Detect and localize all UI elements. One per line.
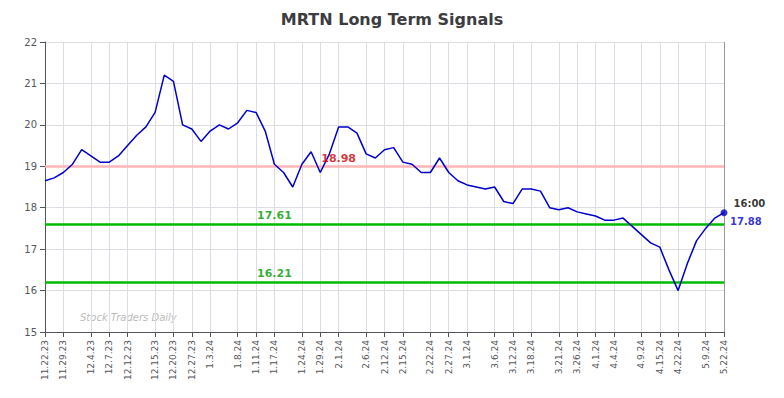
svg-text:4.4.24: 4.4.24 xyxy=(609,340,619,369)
svg-text:1.8.24: 1.8.24 xyxy=(233,340,243,369)
svg-text:22: 22 xyxy=(24,37,37,48)
svg-text:5.22.24: 5.22.24 xyxy=(719,340,729,375)
svg-text:16:00: 16:00 xyxy=(734,198,766,209)
svg-text:3.6.24: 3.6.24 xyxy=(490,340,500,369)
svg-text:4.22.24: 4.22.24 xyxy=(673,340,683,375)
svg-text:11.29.23: 11.29.23 xyxy=(58,340,68,380)
svg-text:21: 21 xyxy=(24,78,37,89)
svg-text:2.22.24: 2.22.24 xyxy=(425,340,435,375)
svg-text:3.12.24: 3.12.24 xyxy=(508,340,518,375)
svg-text:Stock Traders Daily: Stock Traders Daily xyxy=(80,312,178,323)
svg-text:12.20.23: 12.20.23 xyxy=(168,340,178,380)
svg-text:2.6.24: 2.6.24 xyxy=(361,340,371,369)
svg-text:1.29.24: 1.29.24 xyxy=(315,340,325,375)
svg-text:17.61: 17.61 xyxy=(257,209,292,222)
svg-text:19: 19 xyxy=(24,161,37,172)
svg-text:16.21: 16.21 xyxy=(257,267,292,280)
svg-text:2.1.24: 2.1.24 xyxy=(334,340,344,369)
svg-text:2.15.24: 2.15.24 xyxy=(398,340,408,375)
svg-text:1.24.24: 1.24.24 xyxy=(297,340,307,375)
svg-text:17.88: 17.88 xyxy=(730,216,762,227)
svg-text:1.11.24: 1.11.24 xyxy=(251,340,261,375)
svg-text:17: 17 xyxy=(24,244,37,255)
svg-text:4.1.24: 4.1.24 xyxy=(591,340,601,369)
svg-text:12.4.23: 12.4.23 xyxy=(86,340,96,374)
svg-text:11.22.23: 11.22.23 xyxy=(40,340,50,380)
svg-text:4.15.24: 4.15.24 xyxy=(655,340,665,375)
svg-text:18.98: 18.98 xyxy=(321,152,356,165)
svg-text:15: 15 xyxy=(24,327,37,338)
svg-text:4.9.24: 4.9.24 xyxy=(636,340,646,369)
svg-text:1.3.24: 1.3.24 xyxy=(205,340,215,369)
svg-text:20: 20 xyxy=(24,119,37,130)
svg-text:12.12.23: 12.12.23 xyxy=(123,340,133,380)
svg-text:16: 16 xyxy=(24,285,37,296)
svg-text:3.21.24: 3.21.24 xyxy=(554,340,564,375)
svg-text:1.17.24: 1.17.24 xyxy=(269,340,279,375)
svg-text:18: 18 xyxy=(24,202,37,213)
svg-text:2.27.24: 2.27.24 xyxy=(444,340,454,375)
svg-text:12.15.23: 12.15.23 xyxy=(150,340,160,380)
svg-text:3.26.24: 3.26.24 xyxy=(572,340,582,375)
svg-text:5.9.24: 5.9.24 xyxy=(701,340,711,369)
svg-text:2.12.24: 2.12.24 xyxy=(380,340,390,375)
svg-text:3.18.24: 3.18.24 xyxy=(526,340,536,375)
svg-text:12.27.23: 12.27.23 xyxy=(187,340,197,380)
svg-text:3.1.24: 3.1.24 xyxy=(462,340,472,369)
svg-text:12.7.23: 12.7.23 xyxy=(104,340,114,374)
svg-text:MRTN Long Term Signals: MRTN Long Term Signals xyxy=(281,10,503,29)
